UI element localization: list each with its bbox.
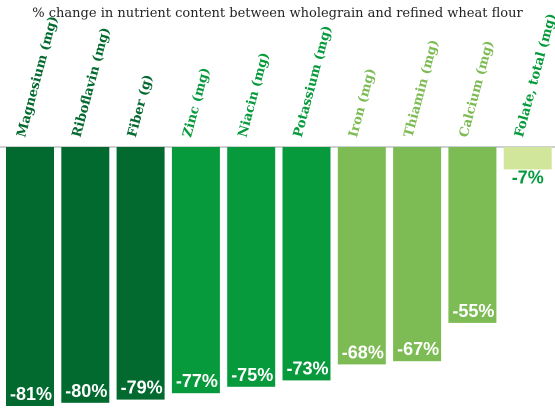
category-label-6: Iron (mg): [346, 67, 379, 139]
bar-5: [282, 147, 331, 381]
bar-1: [61, 147, 110, 403]
value-label-4: -75%: [231, 365, 273, 385]
bar-8: [448, 147, 497, 323]
category-label-3: Zinc (mg): [180, 66, 213, 139]
bar-4: [227, 147, 276, 387]
bar-0: [6, 147, 54, 406]
category-label-0: Magnesium (mg): [14, 15, 61, 139]
category-label-8: Calcium (mg): [457, 39, 497, 139]
category-label-2: Fiber (g): [125, 73, 156, 139]
value-label-5: -73%: [287, 358, 329, 378]
bar-7: [393, 147, 442, 362]
bar-3: [171, 147, 220, 394]
value-label-8: -55%: [452, 301, 494, 321]
value-label-3: -77%: [176, 371, 218, 391]
value-label-0: -81%: [10, 384, 52, 404]
value-label-7: -67%: [397, 339, 439, 359]
value-label-6: -68%: [342, 342, 384, 362]
value-label-2: -79%: [121, 378, 163, 398]
value-label-1: -80%: [65, 381, 107, 401]
bar-2: [116, 147, 165, 400]
category-label-7: Thiamin (mg): [401, 38, 441, 139]
chart-title: % change in nutrient content between who…: [32, 6, 523, 21]
bar-9: [503, 147, 552, 170]
category-label-5: Potassium (mg): [291, 24, 335, 139]
bar-6: [337, 147, 386, 365]
category-label-4: Niacin (mg): [236, 51, 273, 139]
category-label-1: Riboflavin (mg): [70, 26, 114, 139]
value-label-9: -7%: [512, 167, 544, 187]
category-label-9: Folate, total (mg): [512, 12, 555, 139]
